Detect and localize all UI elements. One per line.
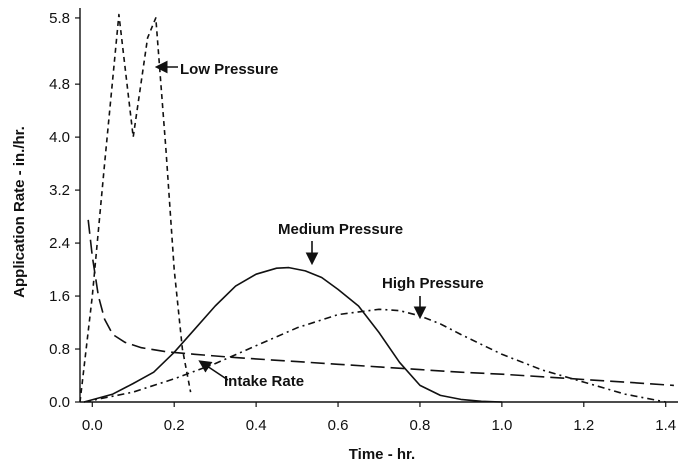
y-tick-label: 4.0: [49, 129, 70, 146]
x-axis-title: Time - hr.: [349, 446, 415, 463]
series-layer: [80, 15, 674, 402]
x-tick-label: 0.8: [410, 417, 431, 434]
annotations-layer: Low Pressure Medium Pressure High Pressure…: [158, 61, 484, 390]
annotation-intake-rate: Intake Rate: [224, 373, 304, 390]
annotation-high-pressure: High Pressure: [382, 275, 484, 292]
y-tick-label: 3.2: [49, 182, 70, 199]
x-tick-label: 1.4: [655, 417, 676, 434]
x-tick-label: 1.2: [573, 417, 594, 434]
y-tick-label: 5.8: [49, 10, 70, 27]
x-tick-label: 1.0: [491, 417, 512, 434]
x-tick-label: 0.0: [82, 417, 103, 434]
series-intake-rate-line: [88, 220, 674, 386]
annotation-intake-rate-arrow: [201, 362, 228, 380]
y-tick-label: 0.0: [49, 394, 70, 411]
annotation-low-pressure: Low Pressure: [180, 61, 278, 78]
y-tick-label: 2.4: [49, 235, 70, 252]
y-axis-title: Application Rate - in./hr.: [11, 126, 28, 298]
annotation-medium-pressure: Medium Pressure: [278, 221, 403, 238]
x-tick-label: 0.4: [246, 417, 267, 434]
y-tick-label: 1.6: [49, 288, 70, 305]
y-tick-label: 0.8: [49, 341, 70, 358]
x-tick-label: 0.6: [328, 417, 349, 434]
y-tick-label: 4.8: [49, 76, 70, 93]
series-low-pressure-line: [80, 15, 191, 402]
x-tick-label: 0.2: [164, 417, 185, 434]
